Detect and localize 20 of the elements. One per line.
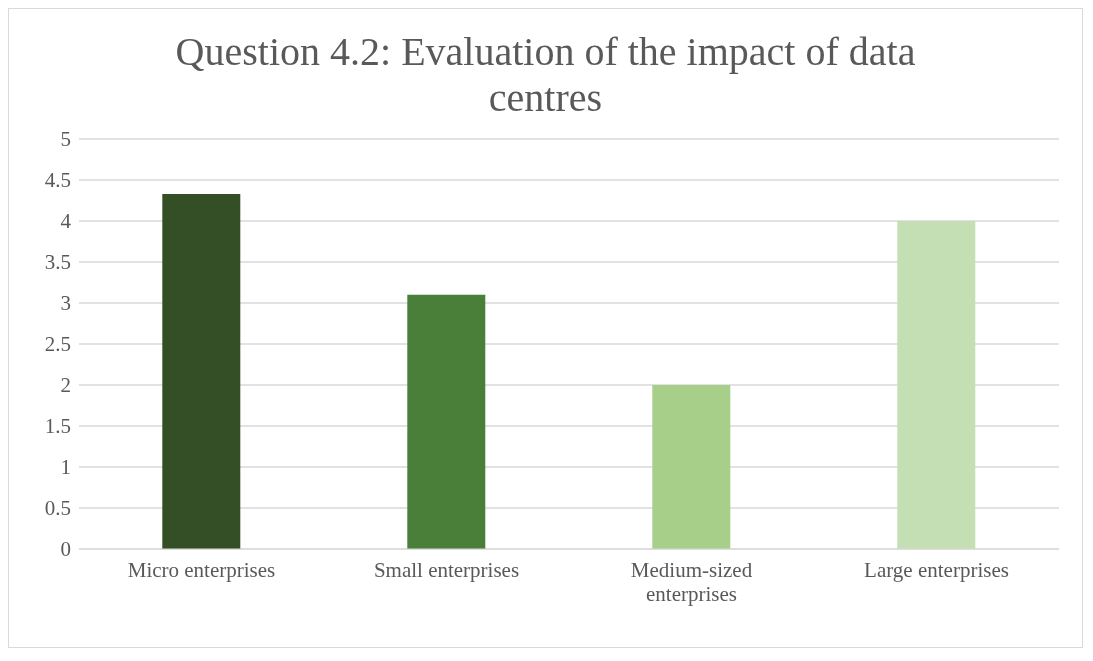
x-tick-label: Small enterprises	[373, 558, 520, 582]
y-tick-label: 2.5	[44, 332, 71, 357]
y-tick-label: 2	[60, 373, 71, 398]
y-tick-label: 1.5	[44, 414, 71, 439]
x-tick-label: Medium-sized enterprises	[630, 558, 753, 606]
bar	[162, 193, 241, 549]
x-tick-label: Micro enterprises	[127, 558, 276, 582]
y-tick-label: 1	[60, 455, 71, 480]
y-tick-label: 4.5	[44, 168, 71, 193]
bar	[897, 221, 976, 549]
y-tick-label: 3.5	[44, 250, 71, 275]
y-tick-label: 4	[60, 209, 72, 234]
y-tick-label: 3	[60, 291, 71, 316]
y-tick-label: 0	[60, 537, 71, 562]
x-tick-label: Large enterprises	[864, 558, 1009, 582]
bar	[652, 385, 731, 549]
y-tick-label: 0.5	[44, 496, 71, 521]
chart-title: Question 4.2: Evaluation of the impact of data centres	[174, 29, 917, 121]
y-tick-label: 5	[60, 127, 71, 152]
bar	[407, 294, 486, 549]
